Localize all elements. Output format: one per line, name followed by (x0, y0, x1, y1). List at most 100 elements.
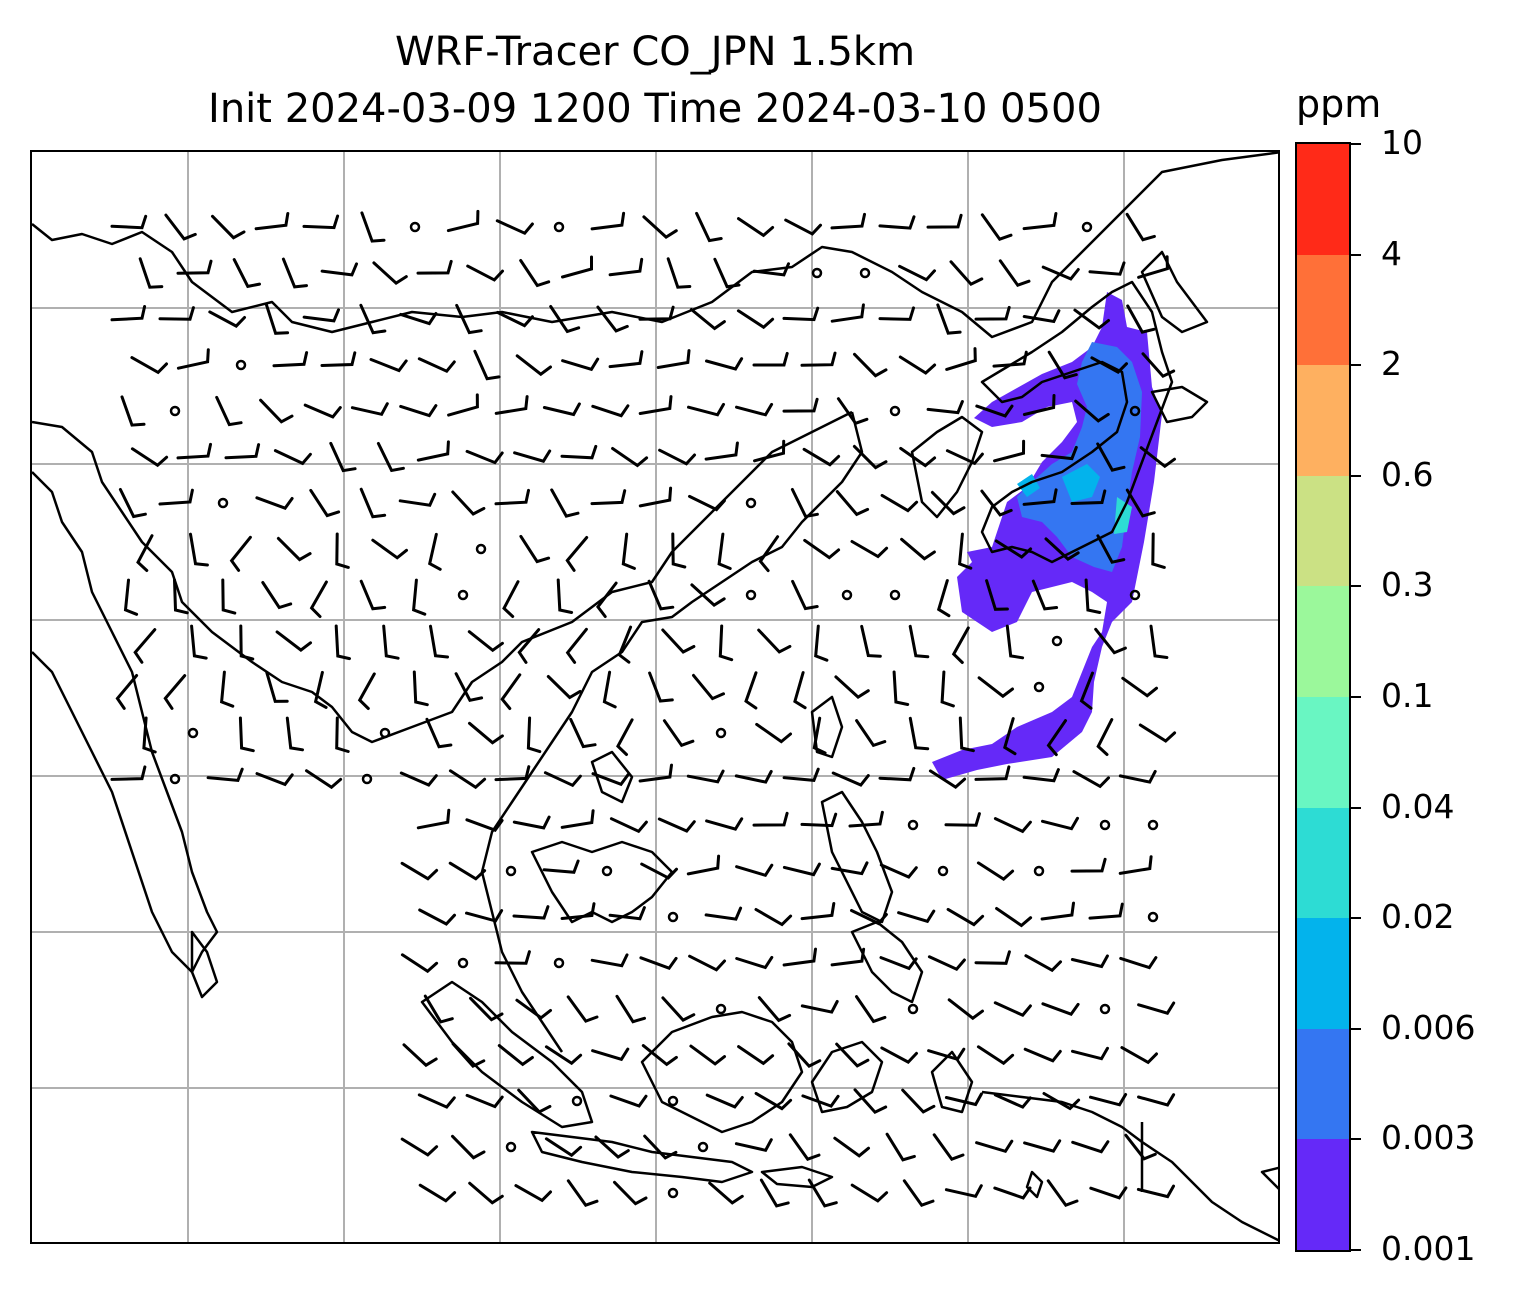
wind-barb (860, 624, 882, 658)
wind-barb (513, 449, 552, 463)
wind-barb (425, 717, 453, 749)
wind-barb (110, 765, 147, 781)
colorbar-tick-label: 0.3 (1381, 565, 1434, 605)
wind-barb (901, 1088, 936, 1114)
wind-barb (656, 349, 691, 369)
wind-barb (855, 719, 887, 748)
wind-barb (1079, 671, 1094, 710)
wind-barb (602, 670, 617, 709)
wind-barb (1022, 212, 1058, 231)
wind-barb (359, 487, 387, 519)
wind-barb (932, 1133, 965, 1162)
wind-barb (782, 306, 820, 322)
tracer-plume-area (1062, 464, 1100, 502)
wind-barb (1089, 1093, 1128, 1107)
colorbar-segment (1297, 918, 1349, 1029)
calm-wind-circle (1129, 589, 1141, 601)
wind-barb (357, 672, 376, 710)
wind-barb (120, 395, 146, 427)
colorbar-tick-label: 0.003 (1381, 1118, 1476, 1158)
calm-wind-circle (571, 1095, 583, 1107)
wind-barb (788, 1133, 821, 1161)
coastline-segment (820, 790, 894, 924)
calm-wind-circle (217, 497, 229, 509)
wind-barb (687, 402, 725, 417)
wind-barb (949, 260, 984, 287)
wind-barb (662, 719, 695, 748)
wind-barb (936, 579, 951, 618)
wind-barb (542, 859, 580, 874)
coastline-segment (420, 980, 594, 1129)
coastline-segment (980, 280, 1174, 564)
calm-wind-circle (715, 727, 727, 739)
wind-barb (757, 996, 792, 1023)
wind-barb (264, 303, 290, 335)
wind-barb (641, 1044, 678, 1067)
wind-barb (993, 1001, 1032, 1018)
wind-barb (382, 624, 400, 660)
wind-barb (689, 308, 726, 331)
wind-barb (1046, 719, 1067, 757)
wind-barb (800, 351, 837, 367)
wind-barb (302, 308, 340, 323)
wind-barb (1084, 578, 1102, 614)
wind-barb (1125, 212, 1156, 242)
wind-barb (473, 349, 501, 381)
calm-wind-circle (553, 221, 565, 233)
wind-barb (261, 581, 293, 610)
coastline-segment (640, 1010, 804, 1134)
wind-barb (465, 1093, 504, 1109)
wind-barb (930, 490, 966, 516)
wind-barb (898, 264, 936, 282)
wind-barb (782, 862, 821, 877)
wind-barb (526, 716, 542, 754)
wind-barb (885, 1132, 916, 1162)
wind-barb (1072, 770, 1110, 789)
wind-barb (542, 402, 581, 417)
wind-barb (1151, 532, 1166, 569)
colorbar-tick-label: 0.6 (1381, 454, 1434, 494)
wind-barb (830, 212, 866, 230)
wind-barb (814, 624, 829, 662)
wind-barb (754, 908, 793, 927)
wind-barb (1023, 1047, 1062, 1063)
wind-barb (465, 818, 504, 833)
wind-barb (1047, 350, 1078, 380)
wind-barb (494, 395, 529, 415)
map-canvas (32, 152, 1278, 1242)
wind-barb (944, 812, 981, 827)
coastline-segment (190, 930, 219, 999)
wind-barb (215, 395, 243, 427)
calm-wind-circle (409, 221, 421, 233)
wind-barb (736, 309, 775, 330)
calm-wind-circle (505, 865, 517, 877)
coastline-segment (530, 1130, 754, 1184)
wind-barb (399, 312, 438, 326)
wind-barb (800, 902, 836, 921)
wind-barb (830, 861, 869, 876)
wind-barb (417, 1093, 456, 1109)
wind-barb (590, 953, 629, 968)
wind-barb (416, 259, 453, 275)
coastline-segment (760, 1165, 834, 1189)
wind-barb (560, 444, 598, 460)
calm-wind-circle (1147, 911, 1159, 923)
wind-barb (544, 1045, 583, 1066)
wind-barb (566, 995, 599, 1023)
colorbar-tick-label: 2 (1381, 344, 1402, 384)
wind-barb (1070, 954, 1109, 969)
wind-barb (376, 442, 405, 473)
wind-barb (550, 488, 580, 518)
wind-barb (468, 1181, 504, 1205)
wind-barb (708, 1181, 744, 1205)
wind-barb (1022, 309, 1061, 324)
wind-barb (495, 219, 534, 236)
wind-barb (757, 628, 792, 654)
wind-barb (400, 953, 439, 974)
map-title-line1: WRF-Tracer CO_JPN 1.5km (394, 29, 916, 75)
wind-barb (189, 532, 209, 567)
wind-barb (590, 489, 627, 506)
wind-barb (556, 578, 574, 614)
wind-barb (517, 628, 541, 664)
colorbar-segment (1297, 475, 1349, 587)
